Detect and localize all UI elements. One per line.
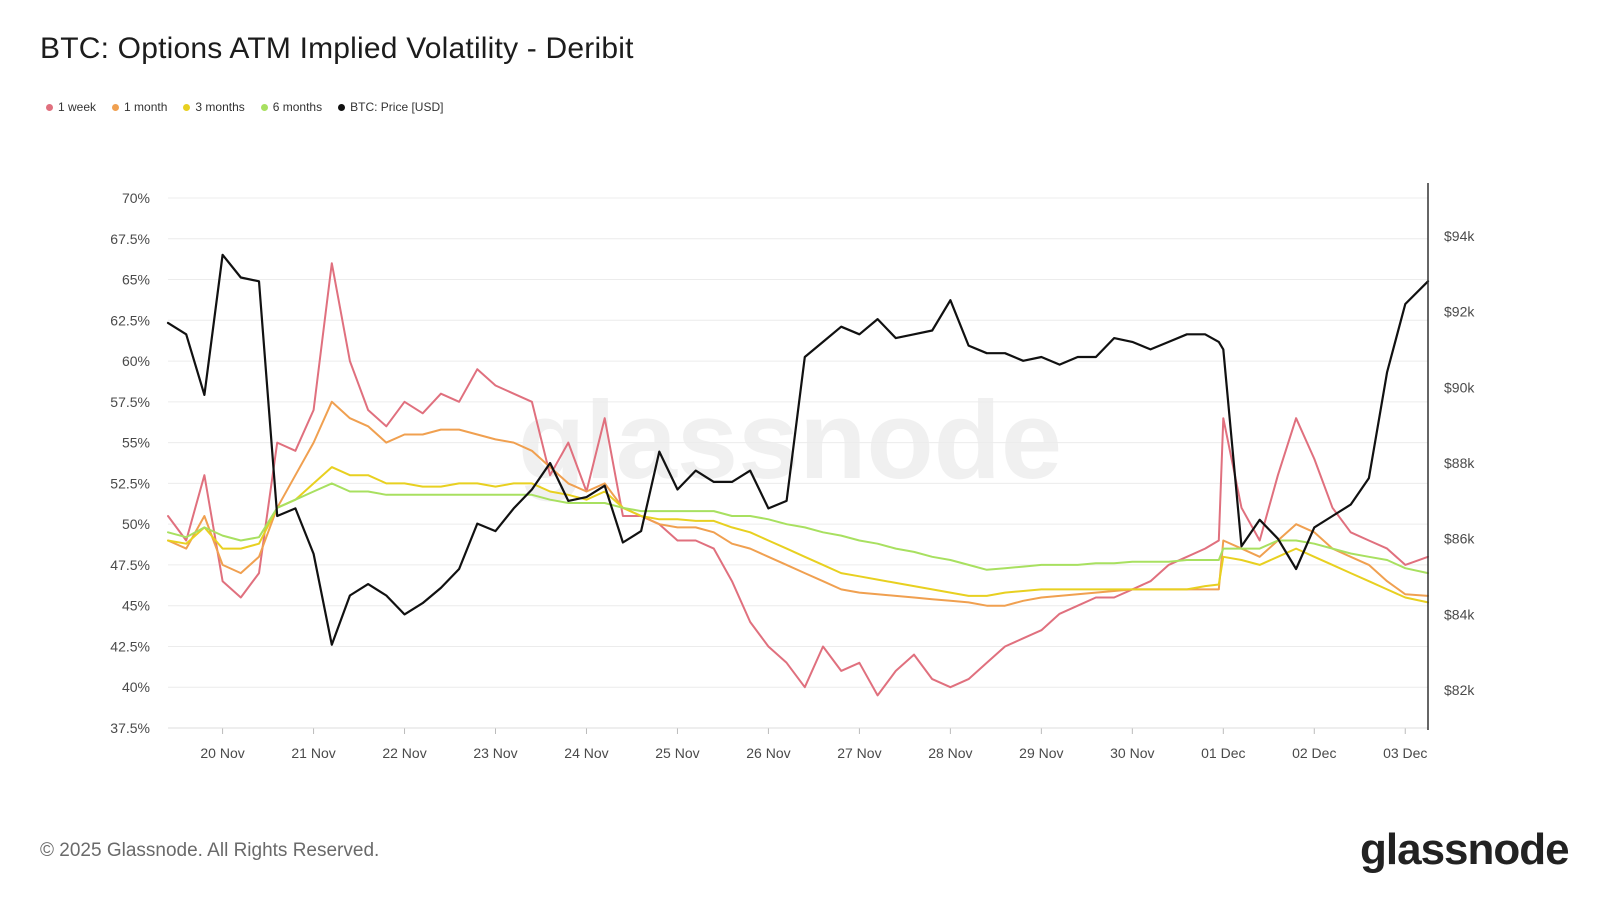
y-left-tick-label: 37.5% — [110, 720, 150, 736]
legend-item-1-month[interactable]: 1 month — [112, 100, 167, 114]
x-tick-label: 25 Nov — [655, 745, 699, 761]
x-tick-label: 29 Nov — [1019, 745, 1063, 761]
y-left-tick-label: 42.5% — [110, 638, 150, 654]
y-right-tick-label: $92k — [1444, 304, 1475, 320]
x-tick-label: 02 Dec — [1292, 745, 1336, 761]
legend-dot-1-month — [112, 103, 120, 111]
series-line-1-week — [167, 262, 1429, 697]
legend-label-6-months: 6 months — [272, 100, 323, 114]
x-tick-label: 26 Nov — [746, 745, 790, 761]
legend-dot-3-months — [183, 103, 191, 111]
x-tick-label: 28 Nov — [928, 745, 972, 761]
x-tick-label: 21 Nov — [291, 745, 335, 761]
y-left-tick-label: 52.5% — [110, 475, 150, 491]
copyright-text: © 2025 Glassnode. All Rights Reserved. — [40, 840, 380, 861]
y-left-tick-label: 50% — [122, 516, 150, 532]
y-left-tick-label: 60% — [122, 353, 150, 369]
x-tick-label: 03 Dec — [1383, 745, 1427, 761]
x-tick-label: 22 Nov — [382, 745, 426, 761]
y-right-tick-label: $82k — [1444, 682, 1475, 698]
y-right-tick-label: $88k — [1444, 455, 1475, 471]
y-left-tick-label: 65% — [122, 272, 150, 288]
y-left-tick-label: 67.5% — [110, 231, 150, 247]
y-axis-right-ticks: $82k $84k $86k $88k $90k $92k $94k — [1444, 228, 1475, 698]
x-tick-label: 01 Dec — [1201, 745, 1245, 761]
legend-dot-1-week — [46, 103, 53, 111]
y-right-tick-label: $84k — [1444, 606, 1475, 622]
x-tick-label: 20 Nov — [200, 745, 244, 761]
y-left-tick-label: 55% — [122, 435, 150, 451]
x-tick-label: 27 Nov — [837, 745, 881, 761]
x-axis-ticks: 20 Nov 21 Nov 22 Nov 23 Nov 24 Nov 25 Nov 26 N… — [168, 727, 1428, 761]
series-line-3-months — [167, 466, 1429, 604]
y-left-tick-label: 62.5% — [110, 312, 150, 328]
y-right-tick-label: $94k — [1444, 228, 1475, 244]
legend-item-6-months[interactable]: 6 months — [260, 100, 323, 114]
x-tick-label: 30 Nov — [1110, 745, 1154, 761]
y-left-tick-label: 40% — [122, 679, 150, 695]
legend-dot-btc-price — [338, 103, 346, 111]
legend-label-btc-price: BTC: Price [USD] — [350, 100, 444, 114]
legend-item-1-week[interactable]: 1 week — [46, 100, 96, 114]
y-axis-left-ticks: 37.5% 40% 42.5% 45% 47.5% 50% 52.5% 55% 57.5% 60%… — [110, 190, 150, 736]
legend: 1 week 1 month 3 months 6 months BTC: Pr… — [46, 100, 443, 114]
legend-item-btc-price[interactable]: BTC: Price [USD] — [338, 100, 443, 114]
legend-dot-6-months — [260, 103, 268, 111]
y-left-tick-label: 70% — [122, 190, 150, 206]
series-lines — [166, 253, 1430, 697]
y-right-tick-label: $86k — [1444, 531, 1475, 547]
y-left-tick-label: 57.5% — [110, 394, 150, 410]
series-line-btc-price-usd — [166, 253, 1430, 646]
series-line-6-months — [167, 482, 1429, 575]
legend-label-1-month: 1 month — [124, 100, 168, 114]
x-tick-label: 23 Nov — [473, 745, 517, 761]
x-tick-label: 24 Nov — [564, 745, 608, 761]
legend-item-3-months[interactable]: 3 months — [183, 100, 245, 114]
legend-label-3-months: 3 months — [195, 100, 245, 114]
legend-label-1-week: 1 week — [58, 100, 97, 114]
brand-logo: glassnode — [1360, 825, 1570, 874]
chart-title: BTC: Options ATM Implied Volatility - De… — [40, 32, 634, 65]
y-left-tick-label: 47.5% — [110, 557, 150, 573]
y-left-tick-label: 45% — [122, 598, 150, 614]
y-right-tick-label: $90k — [1444, 379, 1475, 395]
